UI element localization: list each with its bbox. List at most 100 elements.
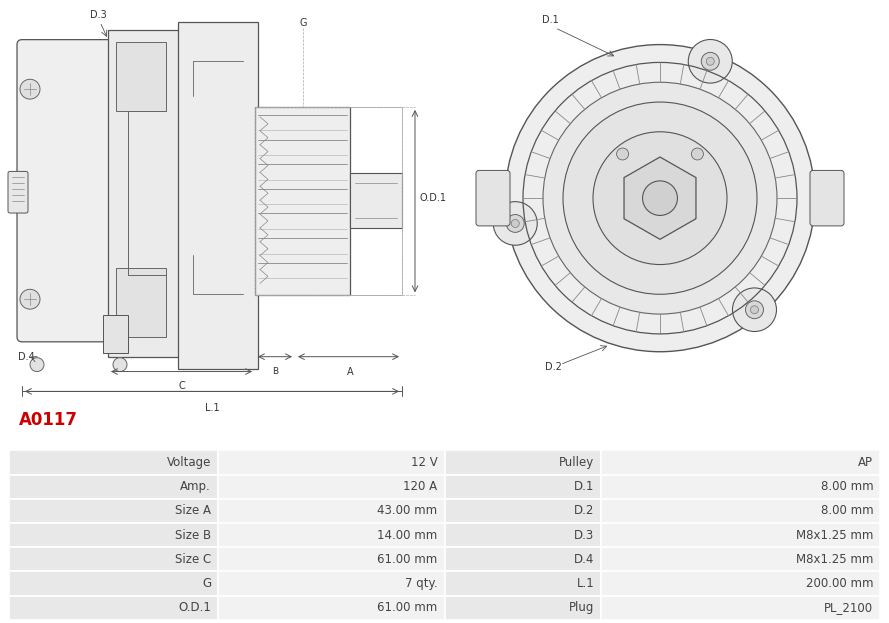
Bar — [444, 523, 601, 547]
Circle shape — [511, 219, 519, 227]
Bar — [218, 571, 444, 596]
Text: M8x1.25 mm: M8x1.25 mm — [796, 553, 873, 566]
Bar — [601, 475, 880, 499]
Text: Amp.: Amp. — [180, 480, 211, 493]
Polygon shape — [624, 157, 696, 239]
Bar — [255, 107, 402, 295]
Circle shape — [746, 301, 764, 318]
Text: Voltage: Voltage — [166, 456, 211, 469]
Bar — [218, 475, 444, 499]
Text: D.1: D.1 — [542, 15, 559, 25]
Text: D.4: D.4 — [574, 553, 595, 566]
Bar — [218, 547, 444, 571]
Text: 200.00 mm: 200.00 mm — [805, 577, 873, 590]
Bar — [601, 547, 880, 571]
Bar — [444, 596, 601, 620]
Text: G: G — [300, 18, 307, 28]
Circle shape — [701, 52, 719, 70]
Bar — [9, 499, 218, 523]
Bar — [218, 523, 444, 547]
Text: L.1: L.1 — [577, 577, 595, 590]
Text: 12 V: 12 V — [411, 456, 437, 469]
Circle shape — [733, 288, 776, 331]
Bar — [218, 499, 444, 523]
Bar — [444, 450, 601, 475]
Text: A: A — [347, 366, 353, 376]
Bar — [444, 475, 601, 499]
Bar — [444, 571, 601, 596]
Circle shape — [20, 79, 40, 99]
Text: Pulley: Pulley — [559, 456, 595, 469]
Bar — [108, 30, 180, 357]
Text: Plug: Plug — [569, 601, 595, 614]
Circle shape — [692, 148, 703, 160]
Text: A0117: A0117 — [20, 411, 78, 429]
Bar — [601, 450, 880, 475]
Circle shape — [113, 358, 127, 371]
Text: 43.00 mm: 43.00 mm — [378, 505, 437, 518]
FancyBboxPatch shape — [8, 171, 28, 213]
Bar — [9, 547, 218, 571]
Bar — [601, 523, 880, 547]
Text: 7 qty.: 7 qty. — [404, 577, 437, 590]
Text: D.2: D.2 — [545, 361, 562, 372]
Circle shape — [643, 181, 677, 216]
Bar — [9, 523, 218, 547]
Circle shape — [493, 202, 537, 245]
Bar — [255, 107, 402, 295]
Bar — [444, 547, 601, 571]
FancyBboxPatch shape — [810, 171, 844, 226]
Circle shape — [20, 289, 40, 309]
Bar — [9, 571, 218, 596]
Bar — [116, 267, 166, 337]
Bar — [218, 450, 444, 475]
Text: B: B — [272, 366, 278, 376]
Bar — [601, 571, 880, 596]
Bar — [350, 173, 402, 228]
Text: O.D.1: O.D.1 — [420, 193, 447, 203]
Text: 120 A: 120 A — [404, 480, 437, 493]
Text: 61.00 mm: 61.00 mm — [377, 601, 437, 614]
Circle shape — [30, 358, 44, 371]
Text: 14.00 mm: 14.00 mm — [377, 529, 437, 541]
Text: D.1: D.1 — [574, 480, 595, 493]
Circle shape — [706, 57, 714, 65]
Text: 61.00 mm: 61.00 mm — [377, 553, 437, 566]
Text: Size A: Size A — [175, 505, 211, 518]
Text: D.3: D.3 — [90, 10, 107, 20]
Bar — [9, 475, 218, 499]
Bar — [444, 499, 601, 523]
Text: 8.00 mm: 8.00 mm — [821, 505, 873, 518]
Circle shape — [543, 82, 777, 314]
Bar — [103, 315, 128, 353]
Circle shape — [505, 45, 815, 352]
Circle shape — [506, 214, 525, 232]
Text: D.4: D.4 — [18, 352, 35, 362]
Text: G: G — [202, 577, 211, 590]
Bar — [9, 596, 218, 620]
Text: L.1: L.1 — [204, 403, 220, 413]
Circle shape — [563, 102, 757, 294]
Text: D.3: D.3 — [574, 529, 595, 541]
FancyBboxPatch shape — [17, 40, 122, 342]
Text: M8x1.25 mm: M8x1.25 mm — [796, 529, 873, 541]
Bar — [9, 450, 218, 475]
Bar — [601, 596, 880, 620]
Text: 8.00 mm: 8.00 mm — [821, 480, 873, 493]
Bar — [116, 42, 166, 111]
Circle shape — [593, 132, 727, 265]
Circle shape — [688, 39, 733, 83]
Text: Size B: Size B — [175, 529, 211, 541]
Text: C: C — [179, 381, 186, 391]
Bar — [218, 596, 444, 620]
Text: D.2: D.2 — [574, 505, 595, 518]
Circle shape — [750, 306, 758, 314]
FancyBboxPatch shape — [476, 171, 510, 226]
Text: O.D.1: O.D.1 — [178, 601, 211, 614]
Bar — [255, 107, 350, 295]
Bar — [601, 499, 880, 523]
Circle shape — [617, 148, 629, 160]
Text: Size C: Size C — [175, 553, 211, 566]
Bar — [178, 22, 258, 369]
Text: AP: AP — [858, 456, 873, 469]
